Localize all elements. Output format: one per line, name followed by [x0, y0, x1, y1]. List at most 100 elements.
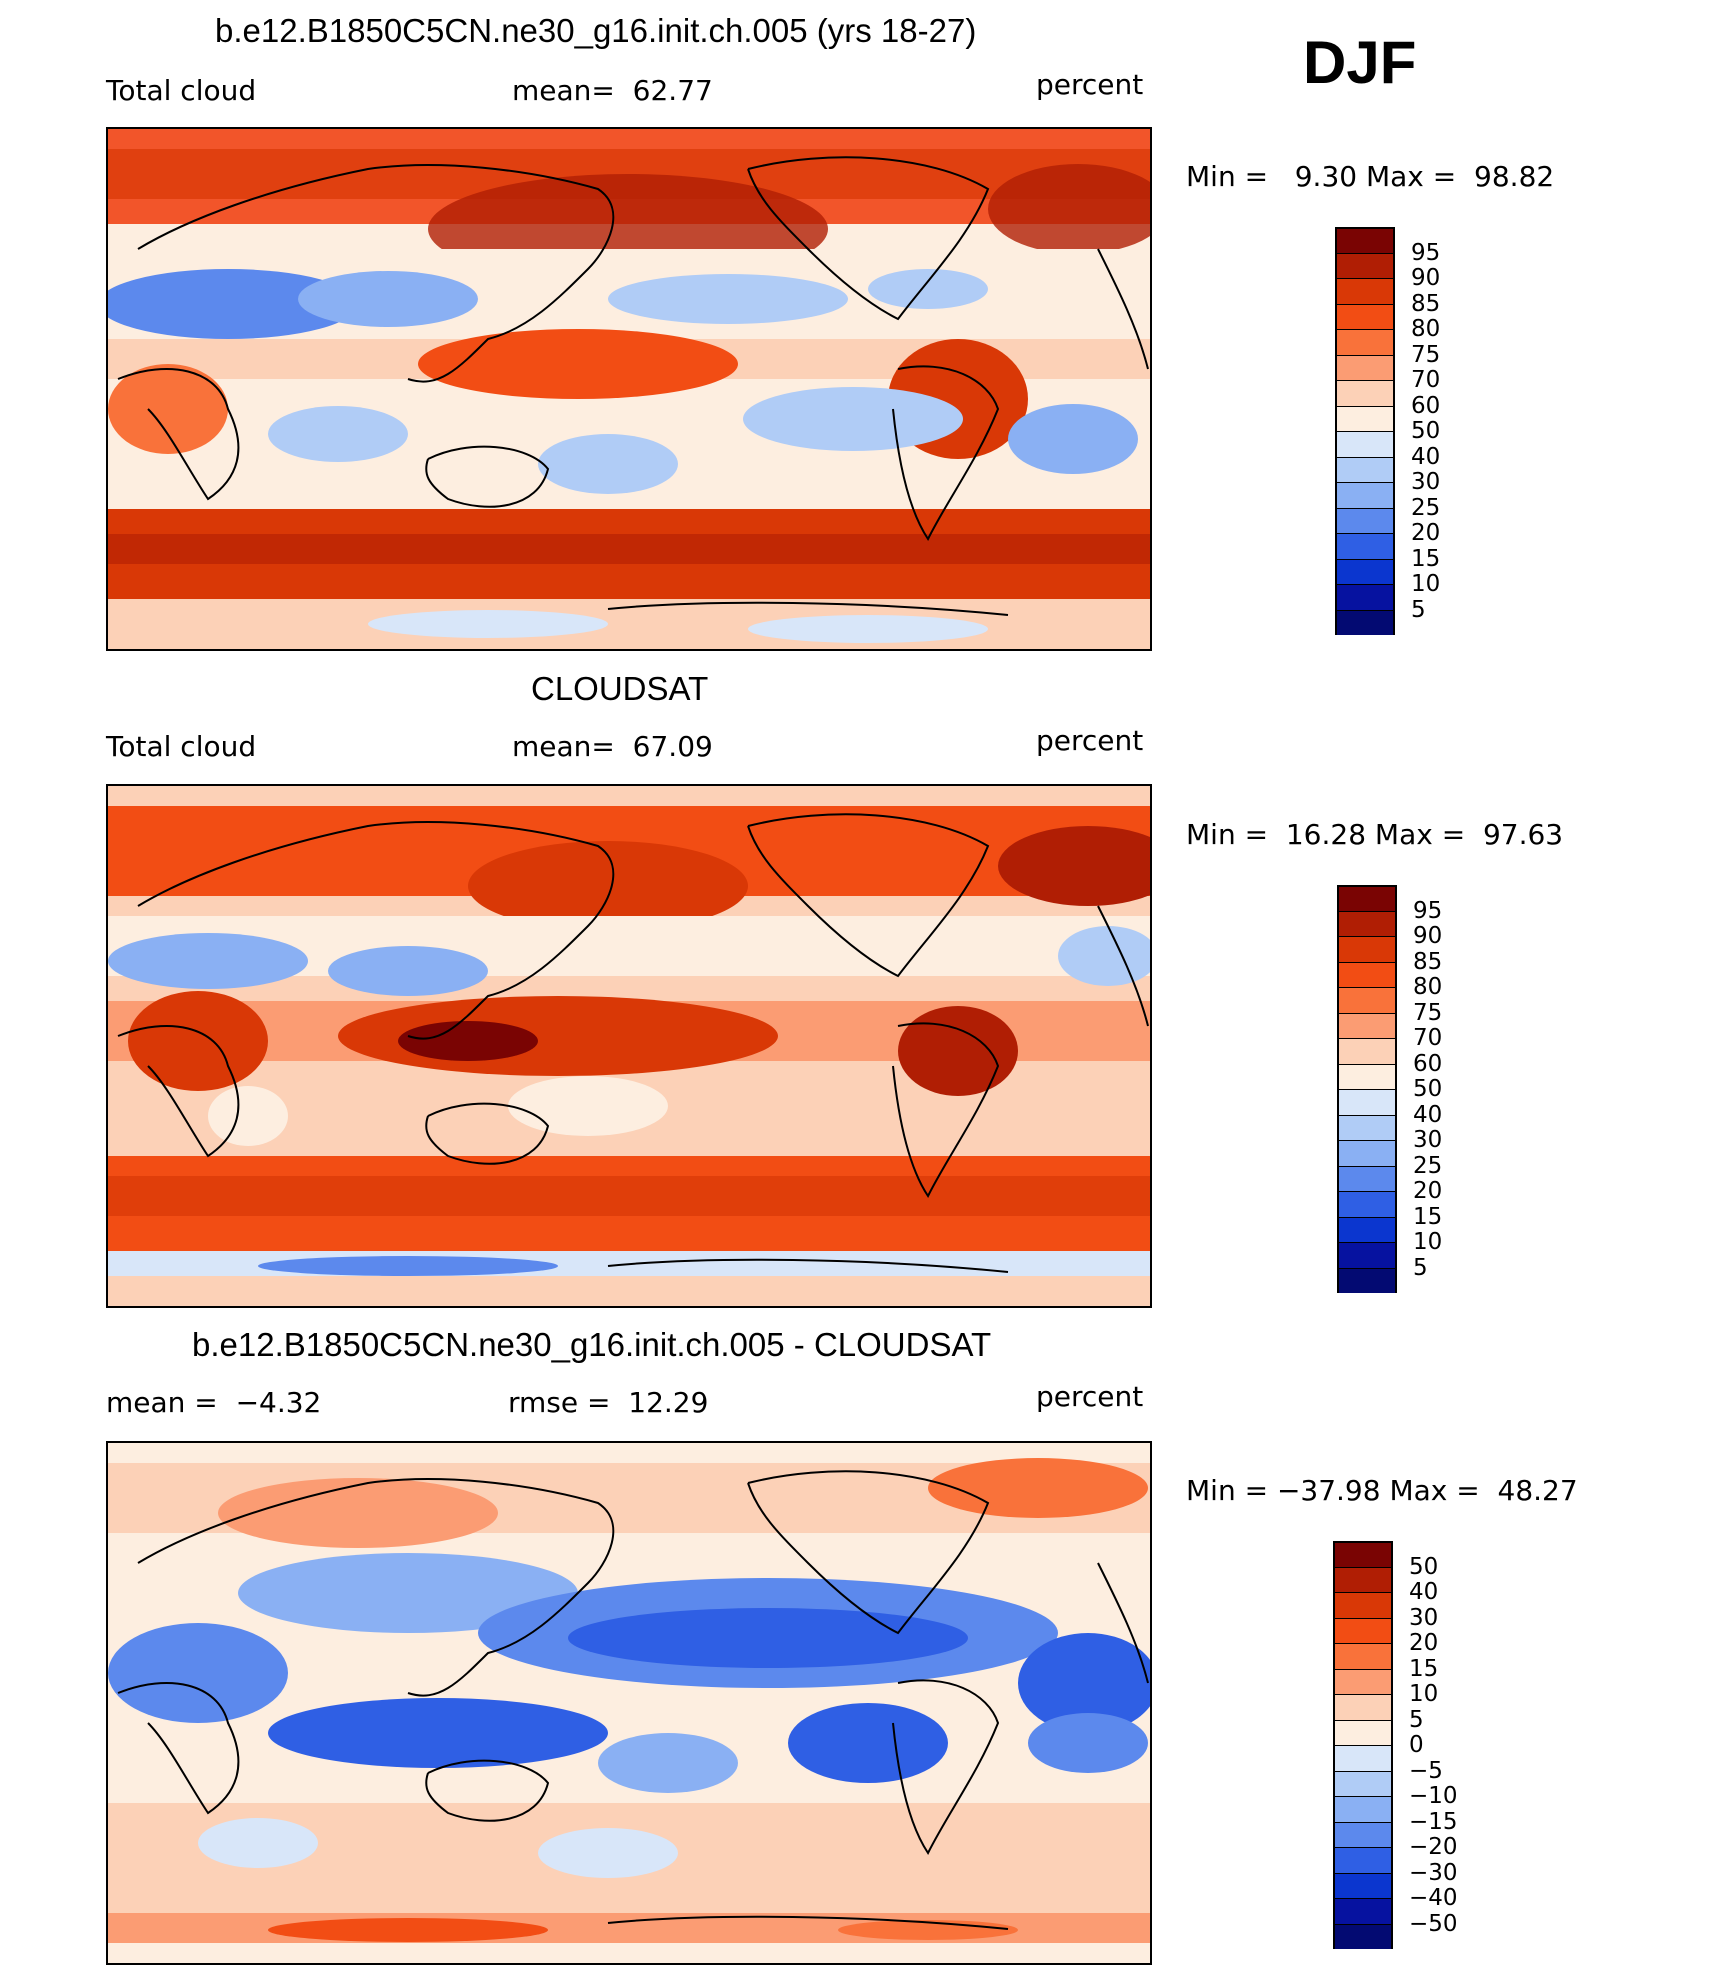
colorbar-label: 30: [1413, 1127, 1443, 1153]
colorbar-label: 40: [1409, 1579, 1439, 1605]
panel1-variable-label: Total cloud: [106, 74, 257, 107]
colorbar-swatch: [1335, 533, 1395, 559]
colorbar-label: 40: [1411, 443, 1441, 470]
colorbar-swatch: [1337, 1216, 1397, 1242]
panel1-map-svg: [108, 129, 1150, 649]
colorbar-label: 95: [1411, 239, 1441, 266]
panel1-coastlines: [117, 156, 1149, 616]
panel3-title: b.e12.B1850C5CN.ne30_g16.init.ch.005 - C…: [192, 1326, 992, 1363]
colorbar-label: 5: [1411, 596, 1426, 623]
colorbar-label: −20: [1409, 1834, 1458, 1860]
season-label: DJF: [1303, 29, 1417, 96]
colorbar-label: 20: [1413, 1178, 1443, 1204]
panel2-units-label: percent: [1036, 724, 1144, 757]
colorbar-swatch: [1335, 380, 1395, 406]
colorbar-label: −30: [1409, 1859, 1458, 1886]
colorbar-swatch: [1337, 885, 1397, 911]
colorbar-swatch: [1333, 1821, 1393, 1847]
colorbar-label: 85: [1413, 948, 1443, 975]
colorbar-label: 10: [1413, 1229, 1443, 1255]
colorbar-swatch: [1333, 1617, 1393, 1643]
panel3-colorbar: 50 40 30 20 15 10 5 0 −5 −10 −15 −20 −30 −40 −50: [1333, 1541, 1458, 1949]
colorbar-swatch: [1335, 431, 1395, 457]
colorbar-label: 0: [1409, 1732, 1424, 1758]
panel2-map: [106, 784, 1152, 1308]
colorbar-swatch: [1337, 1089, 1397, 1115]
colorbar-swatch: [1333, 1541, 1393, 1567]
colorbar-swatch: [1335, 558, 1395, 584]
colorbar-swatch: [1337, 987, 1397, 1013]
colorbar-swatch: [1337, 1267, 1397, 1293]
colorbar-swatch: [1337, 1012, 1397, 1038]
panel2-title: CLOUDSAT: [531, 670, 709, 707]
colorbar-label: 15: [1413, 1203, 1443, 1230]
colorbar-swatch: [1333, 1923, 1393, 1949]
colorbar-label: −5: [1409, 1757, 1443, 1784]
colorbar-swatch: [1337, 1063, 1397, 1089]
colorbar-label: 5: [1409, 1706, 1424, 1733]
panel1-mean-label: mean= 62.77: [512, 74, 713, 107]
colorbar-label: 80: [1413, 974, 1443, 1000]
colorbar-label: 50: [1411, 418, 1441, 444]
colorbar-label: 30: [1411, 469, 1441, 495]
colorbar-swatch: [1333, 1566, 1393, 1592]
colorbar-swatch: [1335, 609, 1395, 635]
colorbar-swatch: [1335, 584, 1395, 610]
colorbar-swatch: [1335, 507, 1395, 533]
panel1-title: b.e12.B1850C5CN.ne30_g16.init.ch.005 (yr…: [215, 12, 977, 49]
panel2-mean-label: mean= 67.09: [512, 730, 713, 763]
colorbar-swatch: [1335, 252, 1395, 278]
colorbar-label: 5: [1413, 1254, 1428, 1281]
colorbar-label: 50: [1413, 1076, 1443, 1102]
colorbar-label: 60: [1413, 1050, 1443, 1077]
panel1-units-label: percent: [1036, 68, 1144, 101]
panel3-mean-label: mean = −4.32: [106, 1386, 322, 1419]
colorbar-swatch: [1333, 1668, 1393, 1694]
colorbar-label: 60: [1411, 392, 1441, 419]
colorbar-label: 30: [1409, 1604, 1439, 1631]
colorbar-swatch: [1337, 1140, 1397, 1166]
colorbar-swatch: [1333, 1745, 1393, 1771]
colorbar-swatch: [1335, 278, 1395, 304]
colorbar-label: 40: [1413, 1101, 1443, 1128]
colorbar-label: −50: [1409, 1910, 1458, 1937]
colorbar-label: 20: [1411, 520, 1441, 546]
colorbar-label: 15: [1411, 545, 1441, 572]
colorbar-swatch: [1337, 936, 1397, 962]
colorbar-swatch: [1337, 1191, 1397, 1217]
colorbar-swatch: [1335, 227, 1395, 253]
colorbar-swatch: [1333, 1592, 1393, 1618]
colorbar-swatch: [1337, 1165, 1397, 1191]
panel3-coastlines: [117, 1470, 1149, 1930]
colorbar-swatch: [1337, 961, 1397, 987]
panel3-minmax: Min = −37.98 Max = 48.27: [1186, 1474, 1578, 1507]
colorbar-label: 20: [1409, 1630, 1439, 1656]
colorbar-label: 50: [1409, 1553, 1439, 1580]
panel3-units-label: percent: [1036, 1380, 1144, 1413]
panel2-minmax: Min = 16.28 Max = 97.63: [1186, 818, 1564, 851]
colorbar-label: 90: [1411, 265, 1441, 291]
colorbar-label: 75: [1411, 341, 1441, 368]
colorbar-label: 15: [1409, 1655, 1439, 1682]
colorbar-swatch: [1337, 1242, 1397, 1268]
colorbar-label: 75: [1413, 999, 1443, 1026]
panel2-variable-label: Total cloud: [106, 730, 257, 763]
colorbar-swatch: [1333, 1898, 1393, 1924]
panel1-minmax: Min = 9.30 Max = 98.82: [1186, 160, 1555, 193]
colorbar-swatch: [1335, 303, 1395, 329]
colorbar-label: 70: [1411, 367, 1441, 393]
colorbar-swatch: [1335, 354, 1395, 380]
colorbar-label: −10: [1409, 1783, 1458, 1809]
colorbar-swatch: [1335, 456, 1395, 482]
panel2-map-svg: [108, 786, 1150, 1306]
panel1-colorbar: 95 90 85 80 75 70 60 50 40 30 25 20 15 10 5: [1335, 227, 1440, 635]
colorbar-swatch: [1333, 1847, 1393, 1873]
colorbar-label: −40: [1409, 1885, 1458, 1911]
colorbar-swatch: [1337, 1114, 1397, 1140]
panel3-rmse-label: rmse = 12.29: [508, 1386, 709, 1419]
panel3-map-svg: [108, 1443, 1150, 1963]
colorbar-label: 70: [1413, 1025, 1443, 1051]
colorbar-swatch: [1333, 1872, 1393, 1898]
colorbar-label: −15: [1409, 1808, 1458, 1835]
colorbar-swatch: [1333, 1643, 1393, 1669]
